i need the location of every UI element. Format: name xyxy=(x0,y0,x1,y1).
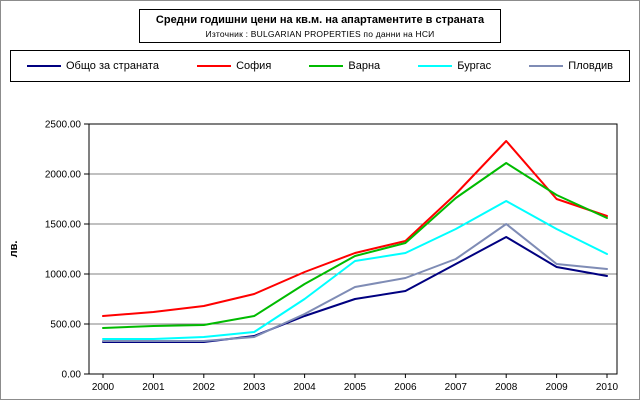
chart-legend: Общо за страната София Варна Бургас Пловдив xyxy=(10,50,630,83)
svg-text:2008: 2008 xyxy=(495,382,518,393)
legend-label: София xyxy=(236,60,272,73)
svg-text:2002: 2002 xyxy=(193,382,216,393)
svg-text:2007: 2007 xyxy=(445,382,468,393)
title-box: Средни годишни цени на кв.м. на апартаме… xyxy=(138,9,502,44)
series-line-4 xyxy=(102,200,608,341)
price-chart: 0.00 500.00 1000.00 1500.00 2000.00 2500.00 20… xyxy=(8,120,619,394)
series-line-3 xyxy=(102,162,608,330)
legend-label: Варна xyxy=(348,60,381,73)
svg-text:2010: 2010 xyxy=(596,382,619,393)
x-axis-labels: 2000 2001 2002 2003 2004 2005 2006 2007 2008 2009… xyxy=(92,374,619,393)
chart-subtitle: Източник : BULGARIAN PROPERTIES по данни… xyxy=(205,29,435,40)
legend-item-4: Бургас xyxy=(418,60,491,72)
legend-line-swatch xyxy=(418,65,453,68)
legend-line-swatch xyxy=(197,65,232,68)
y-axis-title: лв. xyxy=(8,241,20,258)
plot-border xyxy=(88,123,618,375)
series-line-2 xyxy=(102,140,608,318)
legend-item-2: София xyxy=(197,60,271,72)
svg-text:2000.00: 2000.00 xyxy=(45,170,82,181)
legend-line-swatch xyxy=(309,65,344,68)
legend-item-1: Общо за страната xyxy=(27,60,159,72)
svg-text:2006: 2006 xyxy=(394,382,417,393)
legend-label: Пловдив xyxy=(568,60,613,73)
legend-line-swatch xyxy=(27,65,61,68)
svg-text:2009: 2009 xyxy=(545,382,568,393)
legend-label: Общо за страната xyxy=(66,60,159,73)
svg-text:2500.00: 2500.00 xyxy=(45,120,82,131)
svg-text:2001: 2001 xyxy=(142,382,165,393)
svg-text:1500.00: 1500.00 xyxy=(45,220,82,231)
legend-item-5: Пловдив xyxy=(529,60,613,72)
svg-text:500.00: 500.00 xyxy=(50,320,81,331)
series-line-5 xyxy=(102,223,608,343)
svg-text:0.00: 0.00 xyxy=(62,370,82,381)
chart-title: Средни годишни цени на кв.м. на апартаме… xyxy=(155,14,485,26)
svg-text:2003: 2003 xyxy=(243,382,266,393)
svg-text:1000.00: 1000.00 xyxy=(45,270,82,281)
svg-text:2005: 2005 xyxy=(344,382,367,393)
legend-line-swatch xyxy=(529,65,564,68)
svg-text:2000: 2000 xyxy=(92,382,115,393)
legend-item-3: Варна xyxy=(309,60,380,72)
legend-label: Бургас xyxy=(457,60,492,73)
svg-text:2004: 2004 xyxy=(293,382,316,393)
title-area: Средни годишни цени на кв.м. на апартаме… xyxy=(1,9,639,44)
